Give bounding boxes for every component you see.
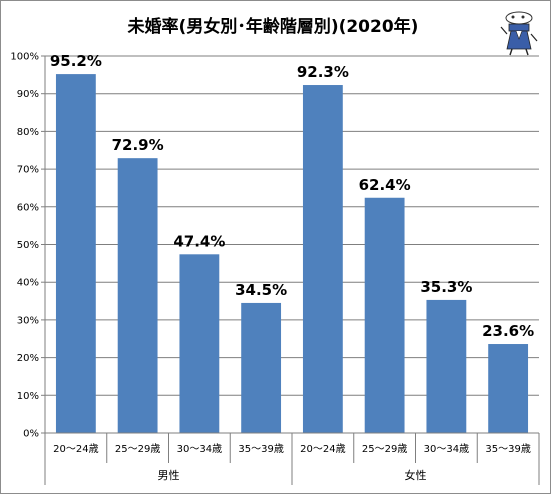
y-tick-label: 20% <box>17 353 39 364</box>
y-tick-label: 100% <box>10 52 39 63</box>
data-label: 62.4% <box>359 176 411 194</box>
data-label: 47.4% <box>173 232 225 250</box>
data-label: 35.3% <box>420 278 472 296</box>
y-tick-label: 50% <box>17 240 39 251</box>
y-tick-label: 30% <box>17 315 39 326</box>
x-tick-label: 25〜29歳 <box>362 443 407 455</box>
x-tick-label: 35〜39歳 <box>485 443 530 455</box>
y-tick-label: 70% <box>17 165 39 176</box>
bar <box>302 85 343 434</box>
y-tick-label: 0% <box>23 429 39 440</box>
bar <box>55 74 96 433</box>
group-label: 男性 <box>158 468 180 482</box>
x-tick-label: 35〜39歳 <box>238 443 283 455</box>
data-label: 23.6% <box>482 322 534 340</box>
chart-title: 未婚率(男女別･年齢階層別)(2020年) <box>127 16 419 37</box>
y-tick-label: 10% <box>17 391 39 402</box>
data-label: 95.2% <box>50 52 102 70</box>
group-label: 女性 <box>405 468 427 482</box>
data-label: 72.9% <box>112 136 164 154</box>
bar <box>364 197 405 433</box>
mascot-character-icon <box>500 11 538 56</box>
x-tick-label: 30〜34歳 <box>177 443 222 455</box>
data-label: 34.5% <box>235 281 287 299</box>
bar <box>241 302 282 433</box>
bar <box>488 344 529 433</box>
bar <box>426 299 467 433</box>
x-tick-label: 20〜24歳 <box>53 443 98 455</box>
x-tick-label: 20〜24歳 <box>300 443 345 455</box>
y-tick-label: 60% <box>17 202 39 213</box>
y-tick-label: 80% <box>17 127 39 138</box>
y-tick-label: 40% <box>17 278 39 289</box>
bar <box>179 254 220 433</box>
data-label: 92.3% <box>297 63 349 81</box>
y-tick-label: 90% <box>17 89 39 100</box>
x-tick-label: 30〜34歳 <box>424 443 469 455</box>
x-tick-label: 25〜29歳 <box>115 443 160 455</box>
bar <box>117 158 158 434</box>
